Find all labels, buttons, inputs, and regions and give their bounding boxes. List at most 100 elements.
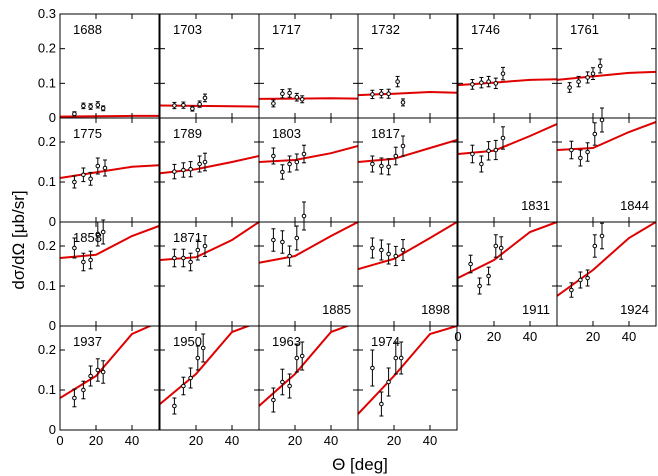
data-point (202, 159, 208, 165)
energy-label: 1950 (173, 334, 202, 349)
data-point (393, 355, 399, 361)
theory-curve (60, 164, 159, 179)
energy-label: 1858 (73, 230, 102, 245)
x-axis-title: Θ [deg] (332, 455, 388, 474)
theory-curve (60, 225, 159, 259)
data-point (294, 159, 300, 165)
energy-label: 1924 (620, 302, 649, 317)
data-point (486, 273, 491, 279)
panel-1688: 0 0.1 0.2 0.3 1688 (38, 6, 160, 125)
x-tick-label: 0 (454, 329, 461, 344)
panel-1911: 0 20 40 1911 (454, 221, 558, 344)
data-point (299, 353, 305, 359)
data-point (172, 403, 177, 409)
data-point (181, 167, 186, 173)
x-tick-label: 40 (523, 329, 537, 344)
data-point (287, 253, 292, 259)
data-point (181, 383, 186, 389)
theory-curve (557, 70, 656, 81)
theory-curve (358, 222, 457, 271)
data-point (280, 239, 285, 245)
data-point (585, 275, 590, 281)
data-point (370, 92, 375, 97)
data-point (585, 75, 590, 80)
y-tick-label: 0 (49, 422, 56, 437)
y-tick-label: 0 (49, 318, 56, 333)
data-point (500, 135, 506, 141)
data-point (468, 261, 473, 267)
panel-1937: 0.1 0.2 00 20 40 1937 (38, 325, 160, 448)
data-point (379, 163, 384, 169)
y-tick-label: 0 (49, 214, 56, 229)
data-point (370, 161, 375, 167)
x-tick-label: 20 (89, 433, 103, 448)
y-tick-label: 0.2 (38, 342, 56, 357)
data-point (202, 95, 208, 101)
energy-label: 1844 (620, 198, 649, 213)
data-point (81, 259, 86, 265)
theory-curve (60, 114, 159, 118)
energy-label: 1911 (522, 302, 550, 317)
panel-1831: 1831 (457, 117, 558, 223)
data-point (88, 104, 93, 109)
theory-curve (557, 121, 656, 151)
data-point (578, 277, 583, 283)
theory-curve (160, 155, 259, 175)
theory-curve (160, 326, 252, 405)
energy-label: 1717 (272, 22, 301, 37)
data-point (72, 245, 77, 251)
data-point (479, 161, 484, 167)
x-tick-label: 40 (622, 329, 636, 344)
data-point (190, 106, 195, 111)
data-point (88, 257, 93, 263)
energy-label: 1803 (272, 126, 301, 141)
theory-curve (259, 97, 358, 100)
data-point (172, 255, 177, 261)
data-point (301, 213, 307, 219)
energy-label: 1732 (371, 22, 400, 37)
theory-curve (358, 326, 457, 415)
energy-label: 1817 (371, 126, 400, 141)
data-point (569, 147, 574, 153)
data-point (479, 80, 484, 85)
data-point (400, 100, 406, 105)
data-point (370, 365, 375, 371)
data-point (172, 169, 177, 174)
data-point (301, 151, 307, 157)
y-tick-label: 0.2 (38, 134, 56, 149)
y-tick-label: 0.3 (38, 6, 56, 21)
energy-label: 1898 (421, 302, 450, 317)
data-point (100, 105, 106, 111)
y-tick-label: 0.1 (38, 174, 56, 189)
data-point (590, 71, 596, 76)
data-point (287, 383, 292, 389)
theory-curve (458, 222, 557, 279)
data-point (95, 102, 101, 108)
data-point (569, 287, 574, 293)
y-tick-label: 0.1 (38, 75, 56, 90)
data-point (280, 379, 285, 385)
data-point (578, 155, 583, 161)
data-point (195, 247, 201, 253)
energy-label: 1746 (471, 22, 500, 37)
y-axis-title: dσ/dΩ [μb/sr] (9, 190, 28, 289)
data-point (294, 94, 300, 100)
data-point (81, 172, 86, 178)
data-point (280, 91, 285, 97)
x-tick-label: 20 (189, 433, 203, 448)
data-point (493, 243, 499, 249)
theory-curve (458, 123, 557, 155)
data-point (597, 63, 603, 69)
data-point (287, 90, 292, 96)
energy-label: 1885 (322, 302, 351, 317)
data-point (95, 231, 101, 237)
panel-1950: 20 40 1950 (159, 325, 260, 448)
data-point (287, 161, 292, 167)
data-point (576, 79, 581, 84)
x-tick-label: 0 (56, 433, 63, 448)
data-point (486, 79, 491, 84)
data-point (95, 163, 101, 169)
data-point (592, 131, 598, 137)
panel-1775: 0.1 0.2 0 1775 (38, 117, 160, 229)
panel-1871: 1871 (159, 221, 260, 327)
